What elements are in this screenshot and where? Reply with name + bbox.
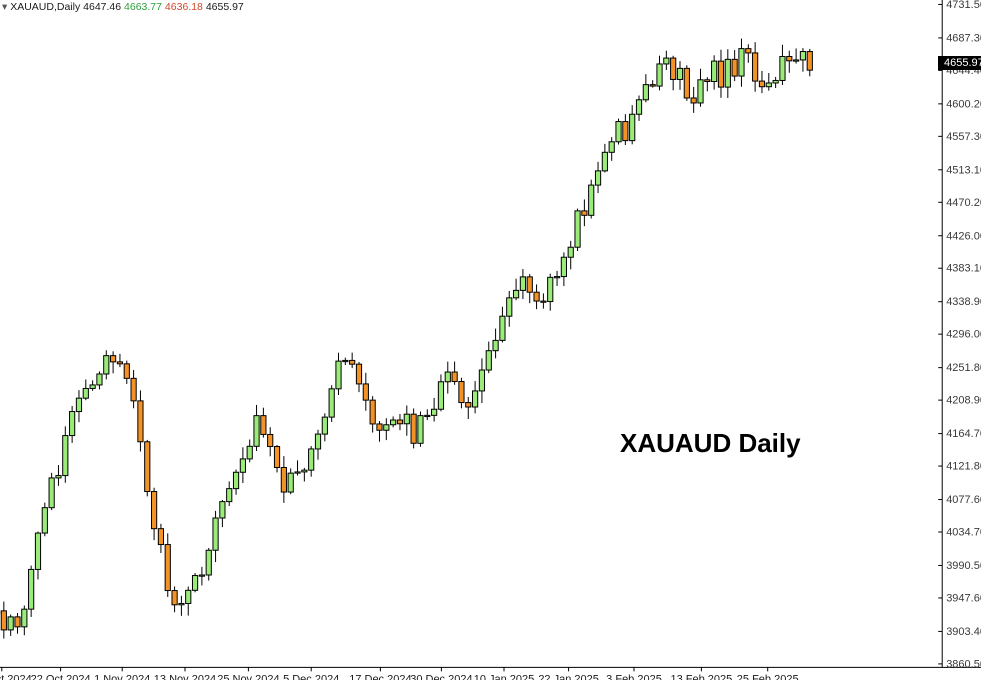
svg-text:5 Dec 2024: 5 Dec 2024 <box>283 673 339 680</box>
svg-text:13 Nov 2024: 13 Nov 2024 <box>154 673 216 680</box>
svg-text:10 Jan 2025: 10 Jan 2025 <box>474 673 535 680</box>
svg-text:3860.50: 3860.50 <box>946 658 981 670</box>
svg-text:30 Dec 2024: 30 Dec 2024 <box>410 673 472 680</box>
svg-text:4077.60: 4077.60 <box>946 494 981 506</box>
svg-text:4338.90: 4338.90 <box>946 296 981 308</box>
svg-text:4513.10: 4513.10 <box>946 164 981 176</box>
svg-text:3 Feb 2025: 3 Feb 2025 <box>606 673 662 680</box>
svg-text:3947.60: 3947.60 <box>946 592 981 604</box>
svg-text:4034.70: 4034.70 <box>946 527 981 539</box>
svg-text:4164.70: 4164.70 <box>946 428 981 440</box>
svg-text:13 Feb 2025: 13 Feb 2025 <box>671 673 733 680</box>
svg-text:3903.40: 3903.40 <box>946 626 981 638</box>
svg-text:4296.00: 4296.00 <box>946 329 981 341</box>
svg-text:1 Nov 2024: 1 Nov 2024 <box>94 673 150 680</box>
svg-text:22 Oct 2024: 22 Oct 2024 <box>31 673 91 680</box>
svg-text:25 Nov 2024: 25 Nov 2024 <box>217 673 279 680</box>
svg-text:4731.50: 4731.50 <box>946 0 981 11</box>
svg-text:22 Jan 2025: 22 Jan 2025 <box>538 673 599 680</box>
svg-text:4470.20: 4470.20 <box>946 197 981 209</box>
svg-text:4687.30: 4687.30 <box>946 32 981 44</box>
svg-text:25 Feb 2025: 25 Feb 2025 <box>737 673 799 680</box>
svg-text:4557.30: 4557.30 <box>946 131 981 143</box>
svg-text:10 Oct 2024: 10 Oct 2024 <box>0 673 32 680</box>
svg-text:4121.80: 4121.80 <box>946 461 981 473</box>
svg-text:4600.20: 4600.20 <box>946 98 981 110</box>
svg-text:4383.10: 4383.10 <box>946 263 981 275</box>
svg-text:17 Dec 2024: 17 Dec 2024 <box>349 673 411 680</box>
svg-text:4208.90: 4208.90 <box>946 395 981 407</box>
svg-text:4251.80: 4251.80 <box>946 362 981 374</box>
svg-text:4426.00: 4426.00 <box>946 230 981 242</box>
svg-text:3990.50: 3990.50 <box>946 560 981 572</box>
